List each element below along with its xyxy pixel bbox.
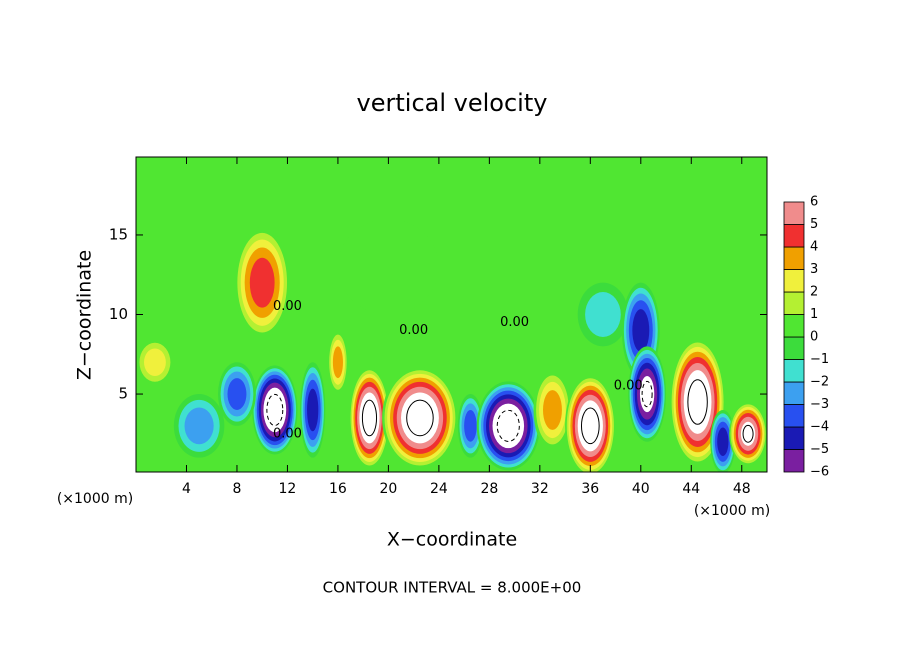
colorbar-swatch — [783, 246, 805, 270]
contour-line — [406, 399, 434, 437]
y-tick-label: 10 — [109, 305, 128, 323]
colorbar-swatch — [783, 314, 805, 338]
x-axis-label: X−coordinate — [387, 529, 517, 551]
colorbar-swatch — [783, 426, 805, 450]
x-tick-label: 12 — [279, 481, 297, 497]
annotation: CONTOUR INTERVAL = 8.000E+00 — [323, 579, 582, 597]
field-region — [464, 409, 477, 442]
x-tick-label: 28 — [480, 481, 498, 497]
colorbar-label: 3 — [810, 262, 818, 277]
x-tick-label: 8 — [232, 481, 241, 497]
chart-title: vertical velocity — [357, 89, 548, 117]
contour-label: 0.00 — [273, 299, 302, 314]
colorbar-label: −3 — [810, 397, 829, 412]
colorbar-label: −2 — [810, 375, 829, 390]
colorbar-label: −5 — [810, 442, 829, 457]
contour-line — [266, 393, 284, 427]
x-tick-label: 16 — [329, 481, 347, 497]
colorbar-swatch — [783, 449, 805, 473]
colorbar-label: 0 — [810, 330, 818, 345]
colorbar-swatch — [783, 381, 805, 405]
colorbar-label: −4 — [810, 420, 829, 435]
contour-line — [641, 380, 653, 408]
x-tick-label: 4 — [182, 481, 191, 497]
field-region — [307, 388, 319, 432]
field-region — [227, 378, 247, 410]
x-unit: (×1000 m) — [57, 491, 133, 507]
colorbar-label: −6 — [810, 465, 829, 480]
contour-line — [580, 407, 600, 445]
x-tick-label: 32 — [531, 481, 549, 497]
y-axis-label: Z−coordinate — [74, 250, 96, 380]
colorbar-swatch — [783, 359, 805, 383]
colorbar-label: 2 — [810, 285, 818, 300]
colorbar-swatch — [783, 224, 805, 248]
contour-label: 0.00 — [500, 315, 529, 330]
colorbar-label: 5 — [810, 217, 818, 232]
colorbar-swatch — [783, 201, 805, 225]
colorbar-swatch — [783, 404, 805, 428]
colorbar-swatch — [783, 291, 805, 315]
x-tick-label: 20 — [379, 481, 397, 497]
field-region — [632, 309, 650, 352]
x-tick-label: 44 — [682, 481, 700, 497]
colorbar-label: 1 — [810, 307, 818, 322]
field: 0.00 0.00 0.00 0.00 0.00 — [136, 157, 767, 472]
colorbar-swatch — [783, 336, 805, 360]
x-tick-label: 40 — [632, 481, 650, 497]
field-region — [585, 292, 621, 337]
field-region — [542, 390, 562, 430]
x-tick-label: 36 — [581, 481, 599, 497]
contour-label: 0.00 — [399, 323, 428, 338]
field-region — [332, 346, 343, 379]
contour-line — [687, 379, 708, 425]
field-region — [144, 348, 166, 377]
contour-line — [742, 424, 754, 443]
colorbar-label: 4 — [810, 240, 818, 255]
field-region — [249, 257, 275, 308]
x-tick-label: 48 — [733, 481, 751, 497]
y-tick-label: 5 — [118, 385, 128, 403]
colorbar-label: 6 — [810, 195, 818, 210]
contour-label: 0.00 — [614, 379, 643, 394]
field-region — [337, 219, 439, 315]
colorbar-swatch — [783, 269, 805, 293]
field-region — [184, 407, 214, 445]
contour-label: 0.00 — [273, 426, 302, 441]
x-tick-label: 24 — [430, 481, 448, 497]
colorbar-label: −1 — [810, 352, 829, 367]
contour-line — [496, 409, 520, 442]
x-unit: (×1000 m) — [694, 503, 770, 519]
y-tick-label: 15 — [109, 225, 128, 243]
contour-line — [361, 399, 378, 437]
field-region — [717, 427, 729, 457]
